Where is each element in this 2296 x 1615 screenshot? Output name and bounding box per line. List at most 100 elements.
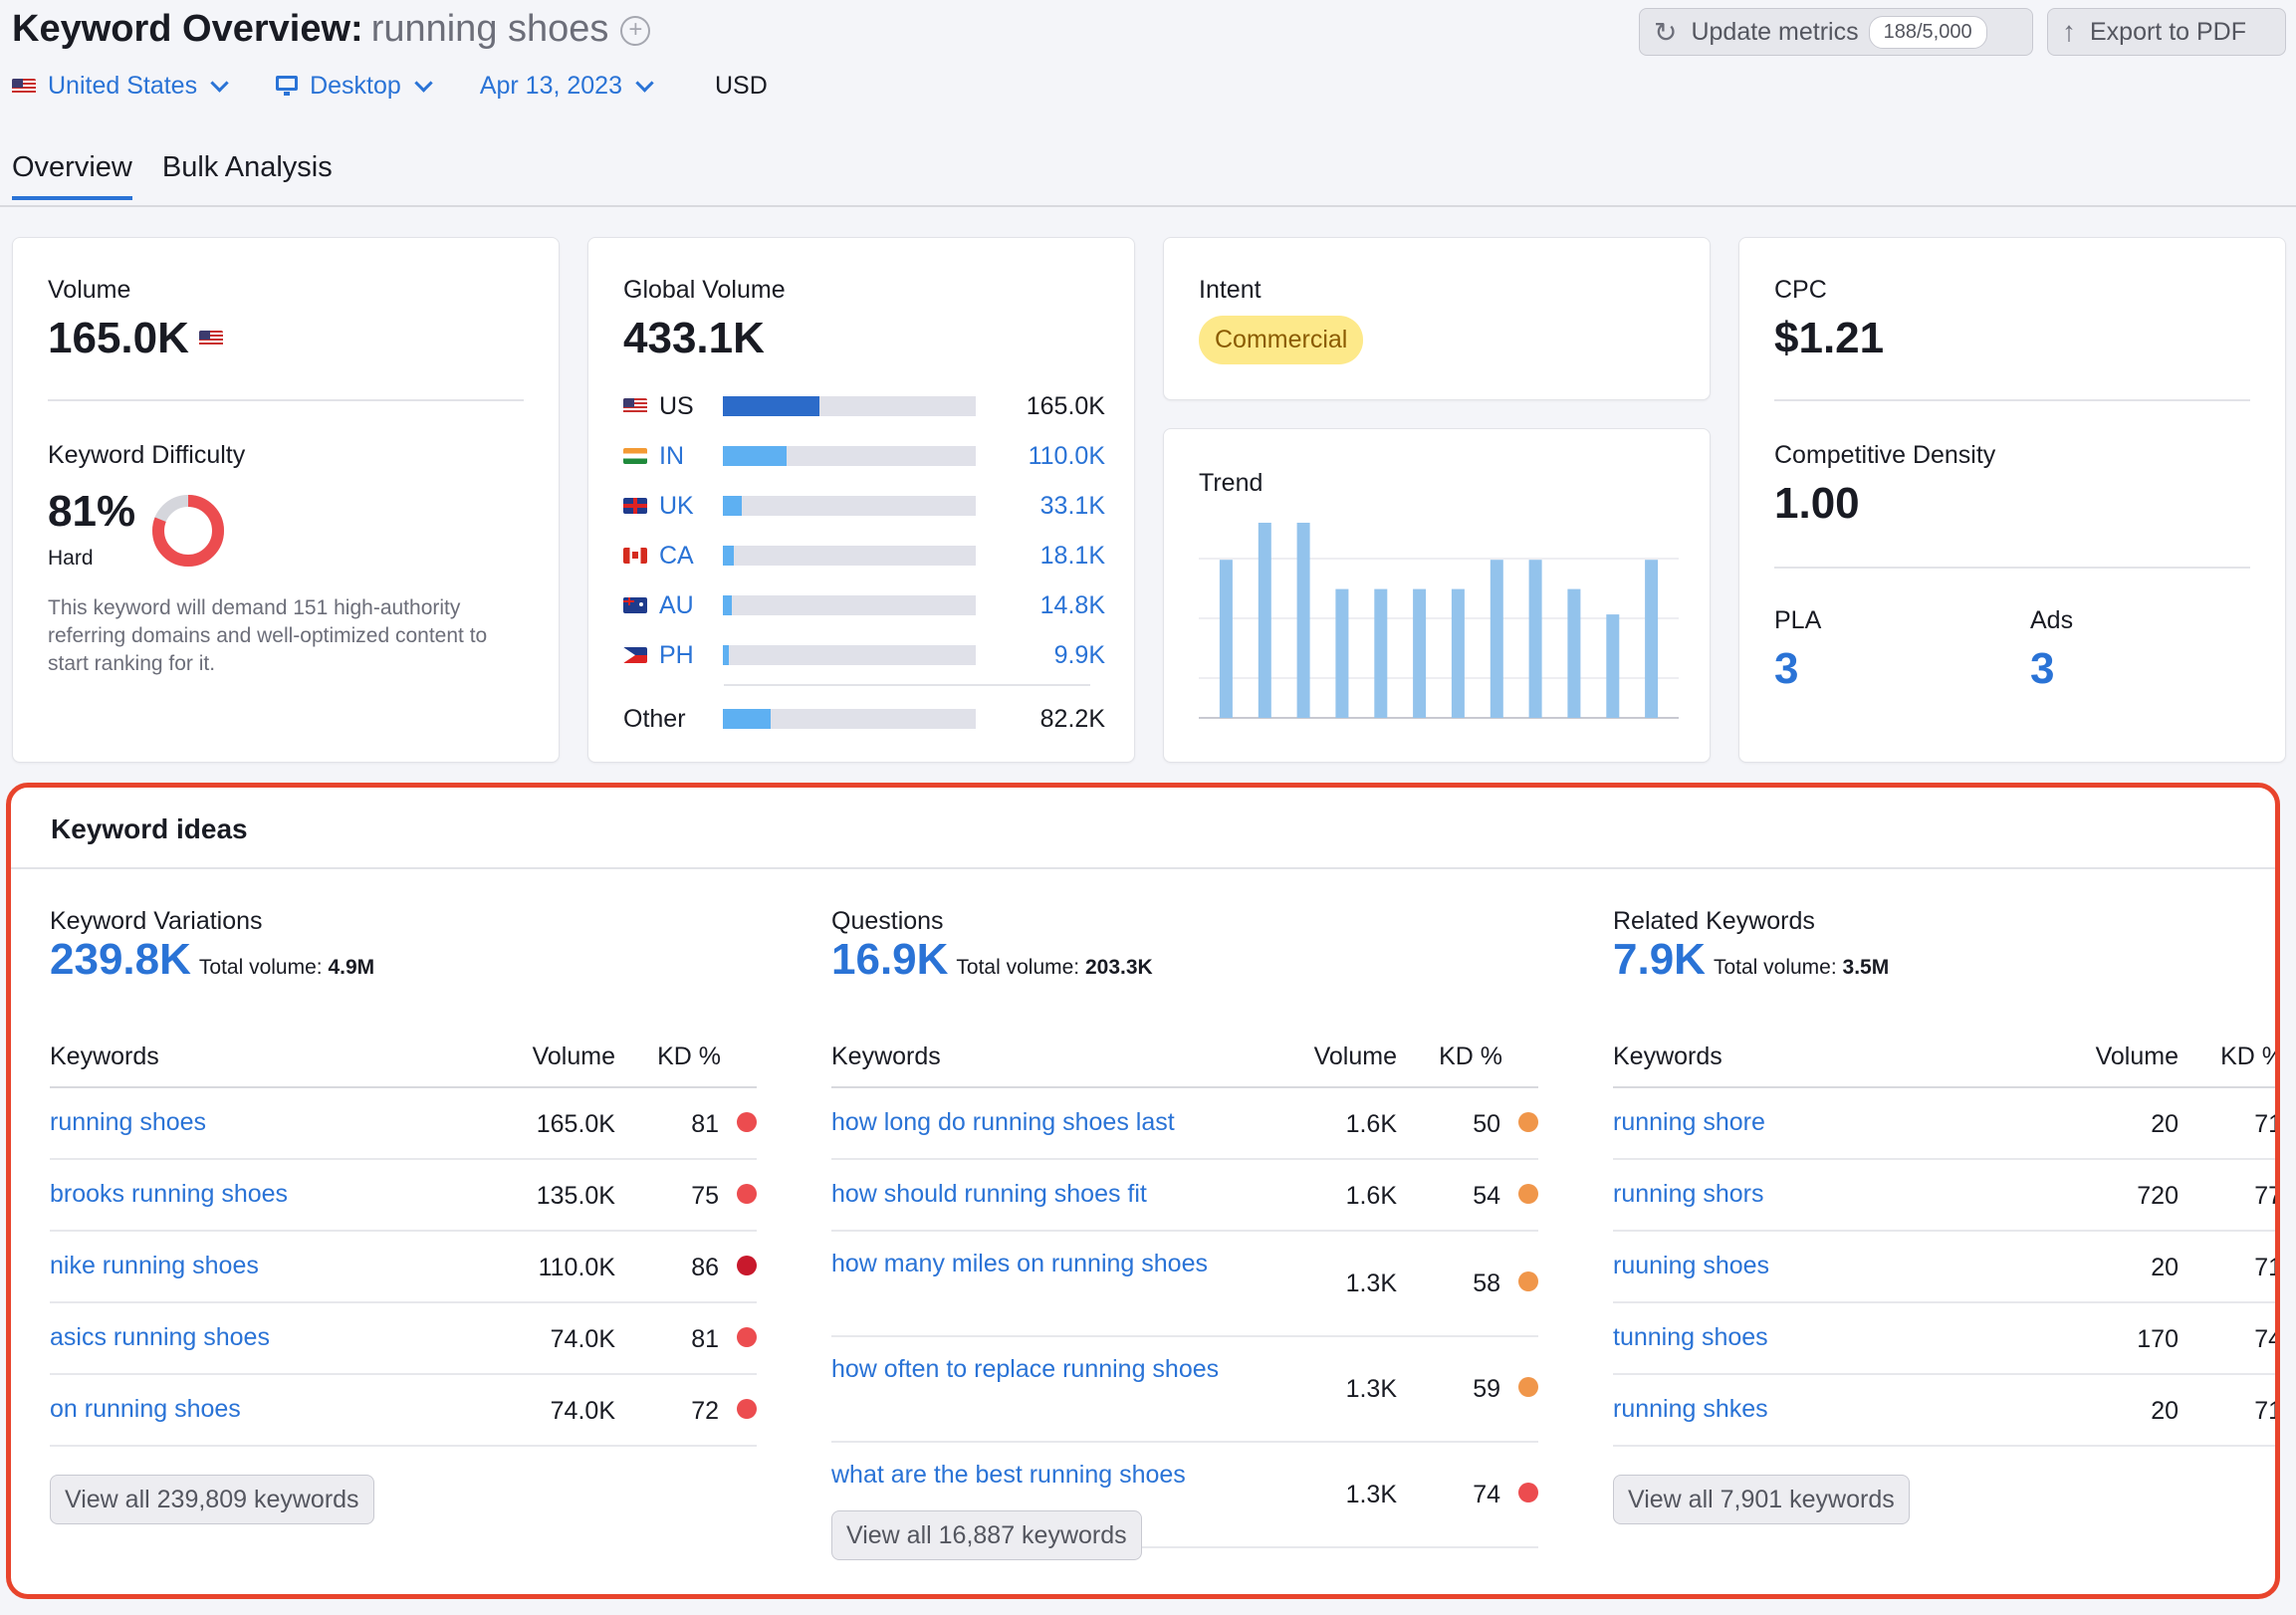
tab-divider	[0, 205, 2296, 207]
trend-bar	[1490, 560, 1503, 718]
kd-cell: 71	[2254, 1397, 2280, 1425]
country-volume[interactable]: 9.9K	[1053, 640, 1105, 669]
keywords-header: Keywords	[50, 1042, 159, 1070]
pla-label: PLA	[1774, 606, 1822, 634]
share-bar-fill	[723, 396, 819, 416]
country-row-in: IN 110.0K	[623, 431, 1105, 481]
volume-cell: 74.0K	[550, 1325, 615, 1353]
keyword-count[interactable]: 7.9K	[1613, 935, 1706, 984]
update-metrics-button[interactable]: ↻ Update metrics 188/5,000	[1639, 8, 2033, 56]
country-row-au: AU 14.8K	[623, 580, 1105, 630]
table-row: nike running shoes 110.0K 86	[50, 1232, 757, 1303]
share-bar	[723, 396, 976, 416]
trend-bar	[1335, 588, 1349, 718]
kd-indicator-dot	[737, 1184, 757, 1204]
view-all-button[interactable]: View all 16,887 keywords	[831, 1510, 1142, 1560]
kd-header: KD %	[1439, 1042, 1502, 1070]
country-code[interactable]: PH	[623, 641, 723, 670]
plus-circle-icon[interactable]: +	[620, 16, 651, 46]
country-code[interactable]: AU	[623, 591, 723, 620]
view-all-button[interactable]: View all 7,901 keywords	[1613, 1475, 1910, 1524]
keyword-count[interactable]: 239.8K	[50, 935, 191, 984]
volume-cell: 74.0K	[550, 1397, 615, 1425]
table-header: Keywords Volume KD %	[831, 1031, 1538, 1088]
keyword-link[interactable]: ruuning shoes	[1613, 1252, 1770, 1279]
keyword-link[interactable]: nike running shoes	[50, 1252, 259, 1279]
device-select[interactable]: Desktop	[276, 72, 433, 101]
trend-bar	[1451, 588, 1465, 718]
trend-bar	[1219, 560, 1233, 718]
share-bar-fill	[723, 546, 734, 566]
table-row: how should running shoes fit 1.6K 54	[831, 1160, 1538, 1232]
keyword-link[interactable]: running shkes	[1613, 1395, 1768, 1423]
volume-cell: 170	[2137, 1325, 2179, 1353]
country-volume[interactable]: 18.1K	[1039, 541, 1105, 570]
country-row-uk: UK 33.1K	[623, 481, 1105, 531]
country-volume: 165.0K	[1026, 391, 1105, 420]
table-row: running shkes 20 71	[1613, 1375, 2280, 1447]
trend-bar	[1374, 588, 1388, 718]
metrics-limit-badge: 188/5,000	[1868, 15, 1987, 49]
competitive-density-value: 1.00	[1774, 479, 1860, 528]
country-code[interactable]: CA	[623, 542, 723, 571]
country-volume-list: US 165.0K IN 110.0K UK 33.1K CA 18.1K AU 14.8K PH 9…	[623, 381, 1105, 680]
us-flag-icon	[198, 331, 223, 346]
kd-indicator-dot	[1518, 1377, 1538, 1397]
ads-value[interactable]: 3	[2030, 644, 2055, 693]
country-code[interactable]: IN	[623, 442, 723, 471]
kd-indicator-dot	[1518, 1483, 1538, 1502]
country-volume[interactable]: 14.8K	[1039, 590, 1105, 619]
keyword-link[interactable]: what are the best running shoes	[831, 1461, 1186, 1489]
other-label: Other	[623, 704, 686, 733]
country-code: US	[623, 392, 723, 421]
keyword-link[interactable]: brooks running shoes	[50, 1180, 289, 1208]
country-volume[interactable]: 33.1K	[1039, 491, 1105, 520]
keyword-link[interactable]: how should running shoes fit	[831, 1180, 1147, 1208]
keyword-link[interactable]: how many miles on running shoes	[831, 1250, 1208, 1277]
keyword-link[interactable]: how long do running shoes last	[831, 1108, 1175, 1136]
keyword-link[interactable]: running shore	[1613, 1108, 1765, 1136]
column-title: Questions	[831, 907, 944, 935]
view-all-button[interactable]: View all 239,809 keywords	[50, 1475, 374, 1524]
keyword-link[interactable]: how often to replace running shoes	[831, 1355, 1220, 1383]
keyword-ideas-panel: Keyword ideas Keyword Variations 239.8K To…	[6, 783, 2280, 1599]
kd-cell: 59	[1473, 1375, 1500, 1403]
tab-bar: Overview Bulk Analysis	[12, 151, 362, 200]
trend-bar	[1528, 560, 1542, 718]
date-select[interactable]: Apr 13, 2023	[480, 72, 654, 101]
share-bar-fill	[723, 709, 772, 729]
kd-cell: 72	[691, 1397, 719, 1425]
keyword-link[interactable]: on running shoes	[50, 1395, 241, 1423]
column-title: Related Keywords	[1613, 907, 1815, 935]
cpc-value: $1.21	[1774, 314, 1885, 362]
table-row: how many miles on running shoes 1.3K 58	[831, 1232, 1538, 1337]
table-row: what are the best running shoes 1.3K 74	[831, 1443, 1538, 1548]
kd-cell: 50	[1473, 1110, 1500, 1138]
volume-header: Volume	[2095, 1042, 2179, 1070]
tab-bulk-analysis[interactable]: Bulk Analysis	[161, 151, 333, 183]
pla-value[interactable]: 3	[1774, 644, 1799, 693]
keyword-text: running shoes	[370, 8, 609, 50]
country-code[interactable]: UK	[623, 492, 723, 521]
country-select[interactable]: United States	[12, 72, 229, 101]
keyword-link[interactable]: asics running shoes	[50, 1323, 270, 1351]
global-volume-label: Global Volume	[623, 276, 786, 304]
intent-card: Intent Commercial	[1163, 237, 1711, 400]
keyword-count[interactable]: 16.9K	[831, 935, 949, 984]
refresh-icon: ↻	[1654, 16, 1678, 48]
keyword-link[interactable]: tunning shoes	[1613, 1323, 1768, 1351]
keyword-link[interactable]: running shoes	[50, 1108, 207, 1136]
kd-cell: 81	[691, 1325, 719, 1353]
export-pdf-button[interactable]: ↑ Export to PDF	[2047, 8, 2286, 56]
donut-fill	[152, 495, 224, 567]
tab-overview[interactable]: Overview	[12, 151, 132, 200]
divider	[1774, 567, 2250, 569]
country-volume[interactable]: 110.0K	[1028, 441, 1105, 470]
keyword-table: running shore 20 71 running shors 720 77 ruuni…	[1613, 1088, 2280, 1447]
table-row: ruuning shoes 20 71	[1613, 1232, 2275, 1303]
keyword-link[interactable]: running shors	[1613, 1180, 1764, 1208]
volume-cell: 110.0K	[538, 1254, 615, 1281]
table-row: on running shoes 74.0K 72	[50, 1375, 757, 1447]
kd-cell: 58	[1473, 1269, 1500, 1297]
intent-badge: Commercial	[1199, 316, 1364, 364]
